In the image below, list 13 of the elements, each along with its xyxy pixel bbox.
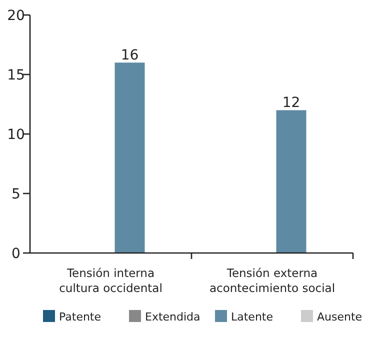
x-tick-label: Tensión interna cultura occidental <box>59 266 162 295</box>
legend-label: Latente <box>231 310 274 324</box>
legend-label: Patente <box>59 310 102 324</box>
y-tick-label: 5 <box>12 186 20 202</box>
data-label: 16 <box>120 48 139 64</box>
y-tick-label: 10 <box>7 127 25 143</box>
y-tick-label: 15 <box>7 68 25 84</box>
data-label: 12 <box>282 95 300 112</box>
x-tick-label: Tensión externa acontecimiento social <box>209 266 336 295</box>
legend-label: Extendida <box>145 310 200 324</box>
legend-label: Ausente <box>317 310 362 324</box>
y-tick-label: 20 <box>7 8 25 24</box>
y-tick-label: 0 <box>12 246 20 262</box>
